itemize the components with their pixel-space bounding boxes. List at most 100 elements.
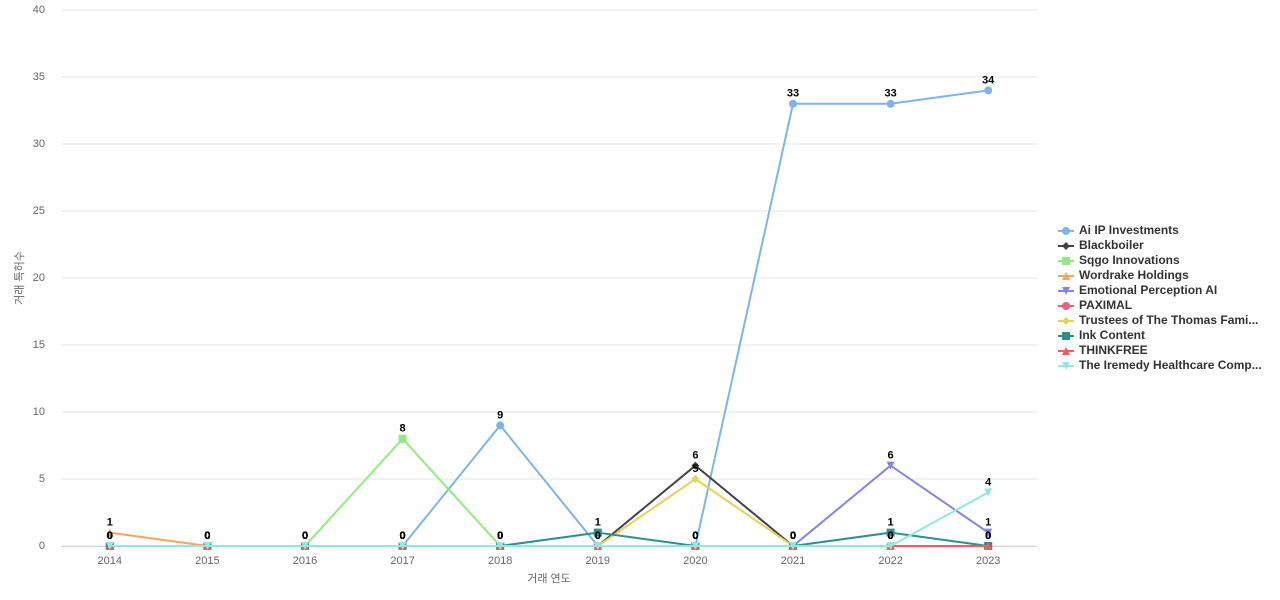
data-label: 0 <box>400 530 406 542</box>
data-label: 0 <box>595 530 601 542</box>
data-label: 0 <box>204 530 210 542</box>
data-label: 6 <box>692 450 698 462</box>
legend-item[interactable]: Sqgo Innovations <box>1058 253 1180 267</box>
data-label: 0 <box>302 530 308 542</box>
legend-item[interactable]: Trustees of The Thomas Fami... <box>1058 313 1258 327</box>
legend-item[interactable]: Ai IP Investments <box>1058 223 1179 237</box>
data-label: 0 <box>692 530 698 542</box>
data-label: 0 <box>107 530 113 542</box>
data-label: 0 <box>204 530 210 542</box>
marker <box>984 86 993 95</box>
marker <box>398 542 407 550</box>
x-axis-title: 거래 연도 <box>527 572 571 585</box>
legend-item[interactable]: Emotional Perception AI <box>1058 283 1217 297</box>
legend-item[interactable]: The Iremedy Healthcare Comp... <box>1058 358 1262 372</box>
marker <box>1062 362 1070 370</box>
data-label: 0 <box>497 530 503 542</box>
data-label: 0 <box>595 530 601 542</box>
y-tick-label: 0 <box>39 540 45 552</box>
marker <box>886 542 895 550</box>
data-label: 0 <box>107 530 113 542</box>
marker <box>203 542 212 550</box>
line <box>109 531 989 547</box>
data-label: 0 <box>302 530 308 542</box>
line <box>109 491 989 547</box>
data-label: 0 <box>985 530 991 542</box>
data-label: 0 <box>790 530 796 542</box>
marker <box>984 488 993 497</box>
marker <box>1062 302 1070 310</box>
x-tick-label: 2016 <box>293 555 317 567</box>
data-label: 0 <box>302 530 308 542</box>
data-label: 0 <box>400 530 406 542</box>
x-tick-label: 2018 <box>488 555 512 567</box>
marker <box>1062 257 1070 265</box>
data-label: 0 <box>204 530 210 542</box>
marker <box>1062 317 1070 325</box>
data-label: 1 <box>888 517 894 529</box>
data-label: 0 <box>692 530 698 542</box>
data-label: 0 <box>302 530 308 542</box>
legend-item[interactable]: Blackboiler <box>1058 238 1144 252</box>
data-label: 8 <box>400 423 406 435</box>
legend-label: Ai IP Investments <box>1079 223 1179 237</box>
marker <box>886 461 895 470</box>
data-label: 33 <box>787 88 799 100</box>
legend-label: Emotional Perception AI <box>1079 283 1217 297</box>
data-label: 0 <box>400 530 406 542</box>
data-label: 0 <box>497 530 503 542</box>
marker <box>691 461 700 470</box>
legend-item[interactable]: Wordrake Holdings <box>1058 268 1189 282</box>
y-tick-label: 30 <box>33 138 45 150</box>
legend-item[interactable]: Ink Content <box>1058 328 1145 342</box>
data-label: 0 <box>400 530 406 542</box>
y-tick-label: 40 <box>33 4 45 16</box>
data-label: 0 <box>204 530 210 542</box>
y-tick-label: 10 <box>33 406 45 418</box>
line <box>109 477 989 547</box>
data-label: 34 <box>982 74 995 86</box>
marker <box>105 542 114 550</box>
data-label: 0 <box>400 530 406 542</box>
series <box>105 488 993 550</box>
data-label: 0 <box>302 530 308 542</box>
legend-label: Ink Content <box>1079 328 1145 342</box>
data-label: 6 <box>888 450 894 462</box>
x-tick-label: 2019 <box>586 555 610 567</box>
data-label: 0 <box>692 530 698 542</box>
data-label: 4 <box>985 476 992 488</box>
marker <box>886 528 895 537</box>
x-tick-label: 2021 <box>781 555 805 567</box>
data-label: 0 <box>497 530 503 542</box>
marker <box>496 542 505 550</box>
marker <box>984 542 993 550</box>
data-label: 9 <box>497 409 503 421</box>
legend-label: PAXIMAL <box>1079 298 1132 312</box>
data-label: 0 <box>302 530 308 542</box>
data-label: 0 <box>985 530 991 542</box>
marker <box>1062 332 1070 340</box>
data-label: 0 <box>400 530 406 542</box>
legend-item[interactable]: THINKFREE <box>1058 343 1148 357</box>
data-label: 0 <box>204 530 210 542</box>
line <box>109 437 989 547</box>
legend-item[interactable]: PAXIMAL <box>1058 298 1132 312</box>
data-label: 0 <box>400 530 406 542</box>
data-label: 0 <box>790 530 796 542</box>
data-label: 0 <box>302 530 308 542</box>
x-tick-label: 2014 <box>98 555 122 567</box>
data-label: 0 <box>985 530 991 542</box>
data-label: 0 <box>107 530 113 542</box>
data-label: 1 <box>107 517 113 529</box>
marker <box>301 542 309 550</box>
data-label: 0 <box>497 530 503 542</box>
marker <box>496 421 505 430</box>
line <box>109 464 989 547</box>
data-label: 0 <box>790 530 796 542</box>
data-label: 0 <box>400 530 406 542</box>
data-label: 0 <box>302 530 308 542</box>
data-label: 0 <box>790 530 796 542</box>
data-label: 0 <box>204 530 210 542</box>
data-label: 0 <box>204 530 210 542</box>
